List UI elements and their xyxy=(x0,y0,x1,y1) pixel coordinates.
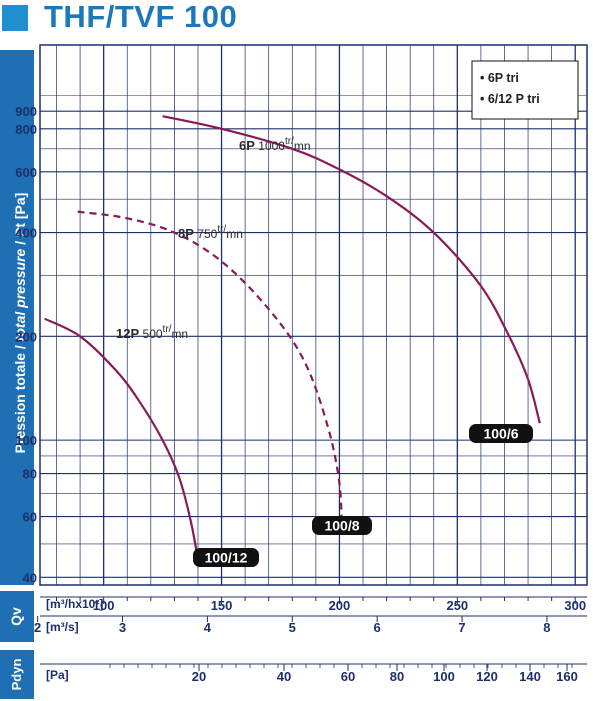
pdyn-tick-label: 20 xyxy=(192,669,206,684)
series-label-6p: 6P 1000tr/mn xyxy=(239,136,311,153)
qv-tick-label-m3s: 3 xyxy=(119,620,126,635)
pdyn-label: Pdyn xyxy=(9,659,24,691)
pdyn-unit: [Pa] xyxy=(46,668,69,682)
pdyn-tick-label: 40 xyxy=(277,669,291,684)
title-square-icon xyxy=(2,5,28,31)
y-tick-label: 800 xyxy=(15,122,37,137)
qv-tick-label-m3s: 5 xyxy=(289,620,296,635)
legend-entry: • 6/12 P tri xyxy=(480,92,540,106)
pdyn-tick-label: 60 xyxy=(341,669,355,684)
plot-frame xyxy=(39,44,588,586)
y-tick-label: 100 xyxy=(15,433,37,448)
pdyn-tick-label: 100 xyxy=(433,669,455,684)
series-badge xyxy=(469,424,533,443)
series-badge-label: 100/8 xyxy=(324,518,359,534)
y-tick-label: 80 xyxy=(23,467,37,482)
qv-tick-label-m3h: 100 xyxy=(93,598,115,613)
qv-panel xyxy=(0,591,34,642)
series-badge-label: 100/6 xyxy=(483,426,518,442)
series-label-12p: 12P 500tr/mn xyxy=(116,324,188,341)
qv-label: Qv xyxy=(8,607,24,626)
qv-tick-label-m3s: 4 xyxy=(204,620,212,635)
qv-tick-label-m3h: 150 xyxy=(211,598,233,613)
pdyn-panel xyxy=(0,650,34,699)
y-tick-label: 60 xyxy=(23,510,37,525)
series-line-12p xyxy=(44,317,200,560)
y-tick-label: 900 xyxy=(15,104,37,119)
y-axis-label: Pression totale / total pressure / Pt [P… xyxy=(12,193,28,454)
legend-entry: • 6P tri xyxy=(480,71,519,85)
series-badge-label: 100/12 xyxy=(205,550,248,566)
qv-unit-m3s: [m³/s] xyxy=(46,620,79,634)
qv-tick-label-m3s: 2 xyxy=(34,620,41,635)
y-tick-label: 600 xyxy=(15,165,37,180)
qv-tick-label-m3s: 8 xyxy=(543,620,550,635)
qv-tick-label-m3h: 250 xyxy=(446,598,468,613)
qv-tick-label-m3s: 6 xyxy=(374,620,381,635)
pdyn-tick-label: 140 xyxy=(519,669,541,684)
legend-box xyxy=(471,60,579,120)
legend: • 6P tri • 6/12 P tri xyxy=(471,60,579,120)
qv-unit-m3h: [m³/hx10²] xyxy=(46,597,103,611)
chart-title: THF/TVF 100 xyxy=(44,0,238,34)
qv-tick-label-m3s: 7 xyxy=(458,620,465,635)
pdyn-tick-label: 160 xyxy=(556,669,578,684)
y-tick-label: 40 xyxy=(23,570,37,585)
pdyn-tick-label: 120 xyxy=(476,669,498,684)
qv-tick-label-m3h: 300 xyxy=(564,598,586,613)
series-badge xyxy=(193,548,259,567)
series-label-8p: 8P 750tr/mn xyxy=(178,224,243,241)
y-tick-label: 400 xyxy=(15,226,37,241)
y-tick-label: 200 xyxy=(15,329,37,344)
series-badge xyxy=(312,516,372,535)
pdyn-tick-label: 80 xyxy=(390,669,404,684)
grid-lines xyxy=(40,45,587,585)
y-axis-panel xyxy=(0,50,34,585)
series-line-6p xyxy=(162,115,541,424)
series-line-8p xyxy=(77,210,343,533)
qv-tick-label-m3h: 200 xyxy=(329,598,351,613)
